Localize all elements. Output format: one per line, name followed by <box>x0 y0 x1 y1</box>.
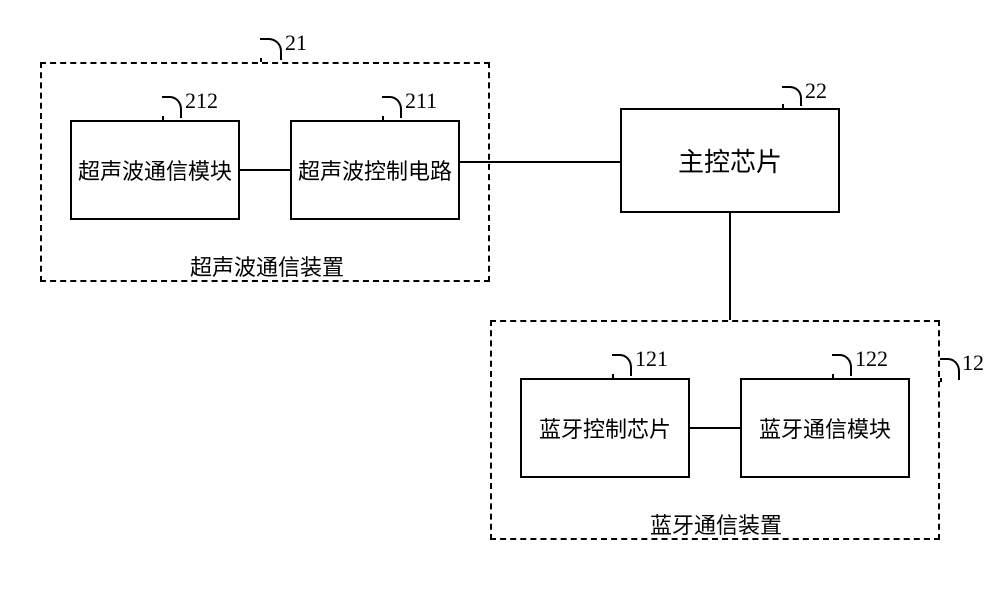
leader-curve-22 <box>782 86 802 106</box>
node-bt-module: 蓝牙通信模块 <box>740 378 910 478</box>
ref-121: 121 <box>635 346 668 372</box>
node-us-ctrl: 超声波控制电路 <box>290 120 460 220</box>
node-main-chip-label: 主控芯片 <box>678 142 782 179</box>
edge-mainchip-btgroup <box>729 213 731 320</box>
node-bt-module-label: 蓝牙通信模块 <box>759 412 891 444</box>
leader-curve-12 <box>940 358 960 380</box>
leader-curve-21 <box>260 38 282 60</box>
node-us-module: 超声波通信模块 <box>70 120 240 220</box>
group-bluetooth-title: 蓝牙通信装置 <box>650 508 782 540</box>
group-ultrasonic-title: 超声波通信装置 <box>190 250 344 282</box>
ref-12: 12 <box>962 350 984 376</box>
ref-211: 211 <box>405 88 437 114</box>
diagram-canvas: 超声波通信装置 21 蓝牙通信装置 12 超声波通信模块 212 超声波控制电路… <box>0 0 1000 594</box>
edge-usmodule-usctrl <box>240 169 290 171</box>
node-bt-chip: 蓝牙控制芯片 <box>520 378 690 478</box>
node-main-chip: 主控芯片 <box>620 108 840 213</box>
node-bt-chip-label: 蓝牙控制芯片 <box>539 412 671 444</box>
ref-212: 212 <box>185 88 218 114</box>
node-us-ctrl-label: 超声波控制电路 <box>298 154 452 186</box>
node-us-module-label: 超声波通信模块 <box>78 154 232 186</box>
ref-21: 21 <box>285 30 307 56</box>
edge-btchip-btmodule <box>690 427 740 429</box>
ref-22: 22 <box>805 78 827 104</box>
edge-usctrl-mainchip <box>460 161 620 163</box>
ref-122: 122 <box>855 346 888 372</box>
